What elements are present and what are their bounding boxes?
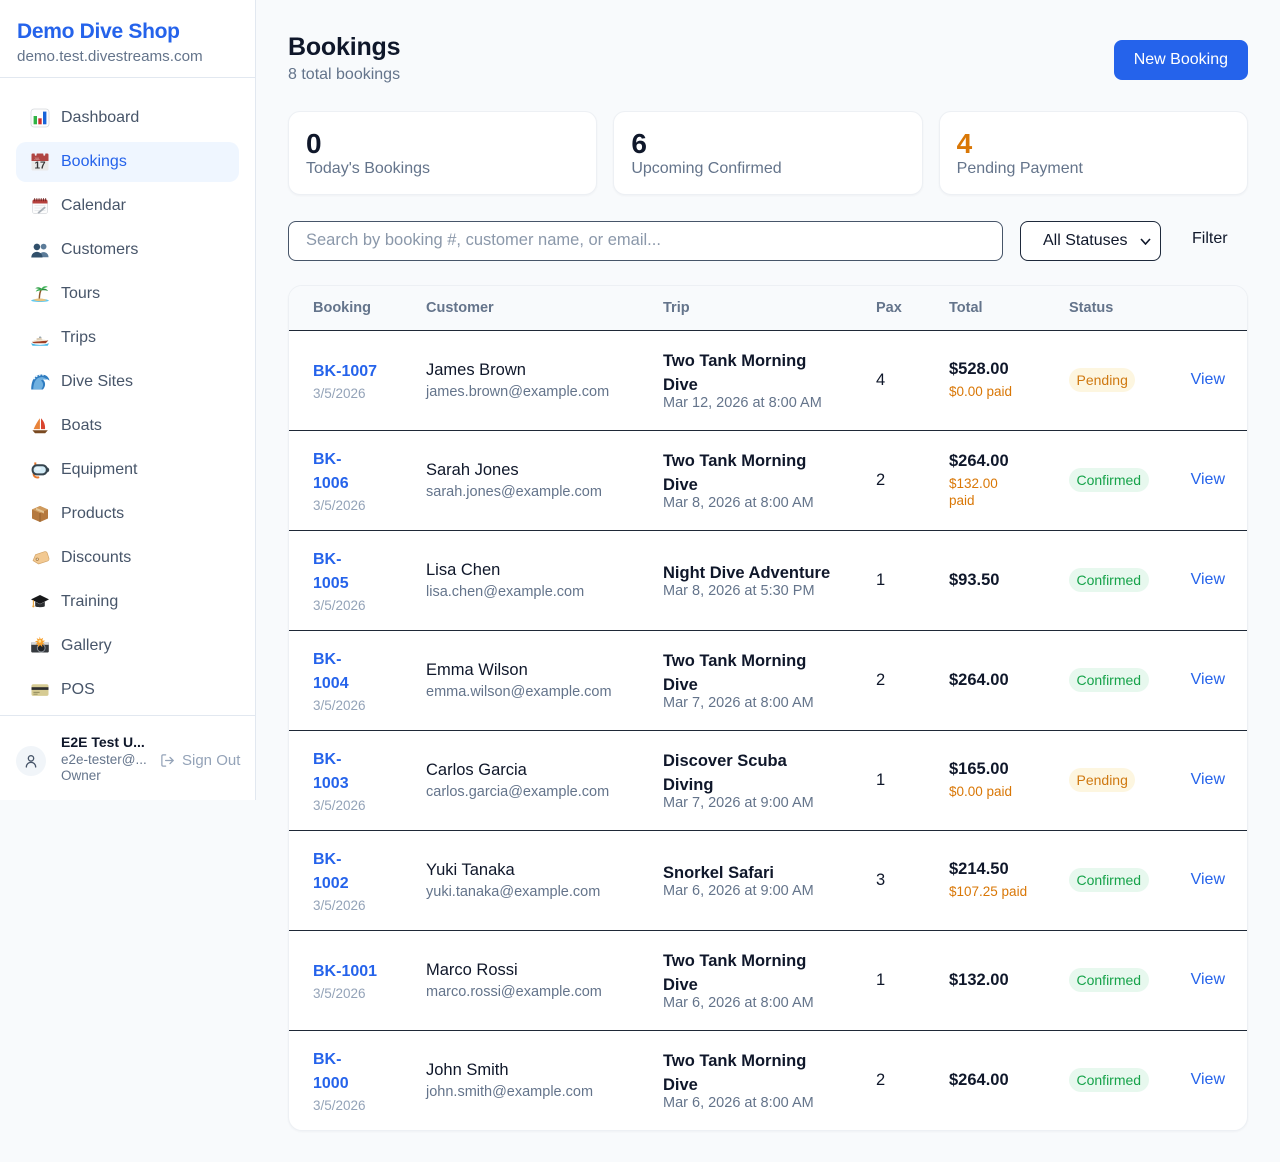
svg-text:JUL: JUL [34, 157, 40, 161]
svg-text:17: 17 [34, 161, 46, 172]
